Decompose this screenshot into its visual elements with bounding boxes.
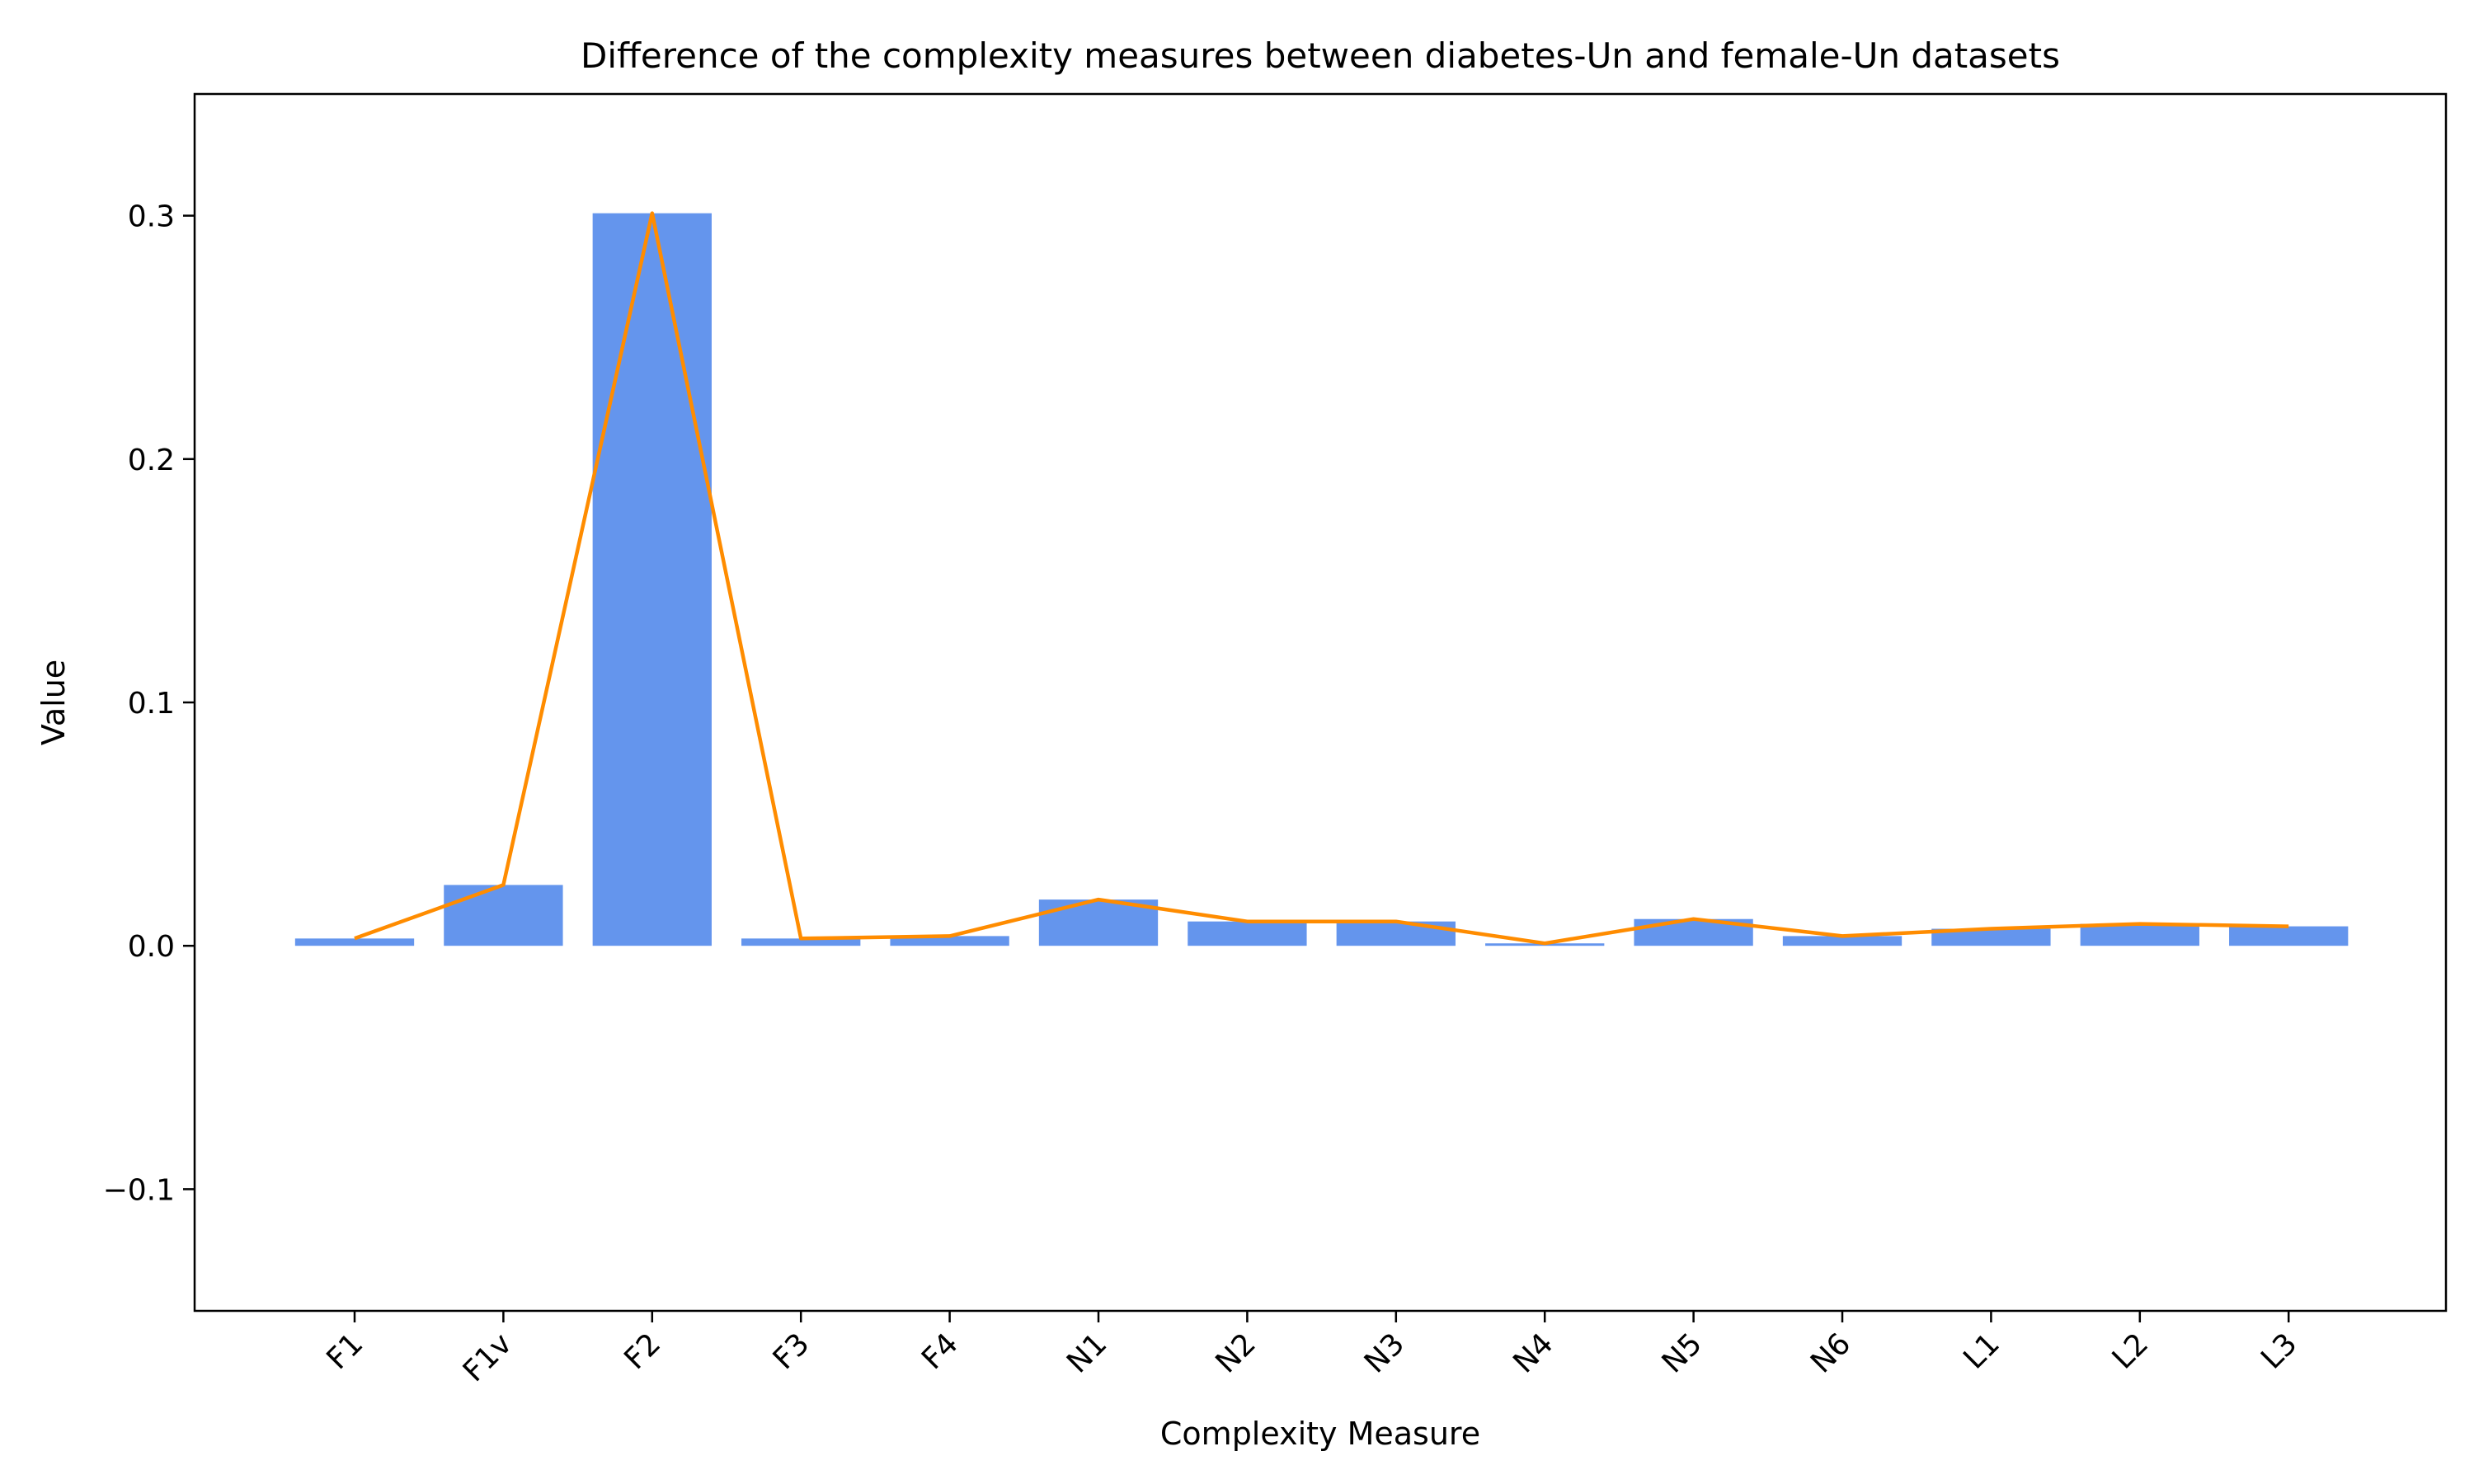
x-tick-label-f1v: F1v [457,1327,519,1388]
bar-f1v [444,885,563,946]
y-axis: −0.1 0.0 0.1 0.2 0.3 [103,200,195,1207]
y-tick-label: 0.3 [128,200,175,234]
x-tick-label-n1: N1 [1061,1327,1113,1379]
x-tick-label-n3: N3 [1358,1327,1411,1379]
x-tick-label-f2: F2 [618,1327,667,1376]
bar-f4 [890,936,1009,946]
x-tick-label-n6: N6 [1804,1327,1857,1379]
bar-n6 [1782,936,1903,946]
bar-l2 [2080,923,2199,946]
y-tick-label: 0.1 [128,687,175,721]
bar-l1 [1931,928,2051,946]
x-tick-label-f3: F3 [767,1327,816,1376]
plot-frame [193,92,2448,1313]
bar-f1 [294,938,415,946]
chart-title: Difference of the complexity measures be… [581,35,2060,76]
x-tick-label-l2: L2 [2106,1327,2155,1375]
y-tick-label: −0.1 [103,1173,175,1207]
y-axis-label: Value [35,660,72,745]
x-tick-label-l1: L1 [1957,1327,2006,1375]
y-tick-label: 0.0 [128,930,175,964]
bar-n3 [1336,921,1456,946]
bar-n2 [1188,921,1307,946]
x-axis-label: Complexity Measure [1160,1416,1480,1452]
bar-l3 [2229,926,2349,946]
y-tick-label: 0.2 [128,444,175,477]
bar-f3 [741,938,861,946]
x-tick-label-l3: L3 [2255,1327,2303,1375]
x-tick-label-n5: N5 [1656,1327,1709,1379]
plot-area [294,211,2349,946]
x-tick-label-n4: N4 [1507,1327,1559,1379]
x-tick-label-f4: F4 [915,1327,965,1376]
line-series [354,211,2289,946]
x-tick-label-n2: N2 [1210,1327,1263,1379]
bar-f2 [592,213,712,946]
x-axis: F1 F1v F2 F3 F4 N1 N2 N3 N4 N5 N6 L1 L2 L3 [321,1311,2304,1388]
x-tick-label-f1: F1 [321,1327,370,1376]
